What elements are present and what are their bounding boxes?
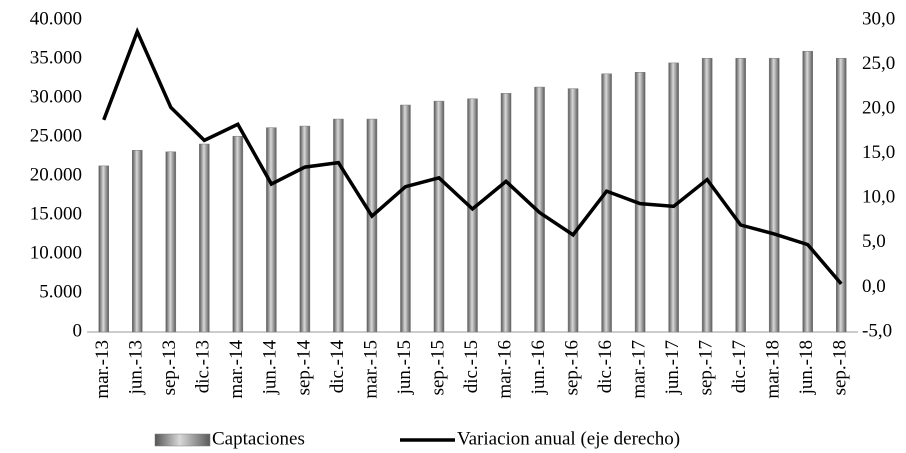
bar	[601, 73, 612, 333]
y2-tick-label: 10,0	[862, 187, 895, 208]
y2-tick-label: -5,0	[862, 320, 892, 341]
line	[102, 26, 843, 285]
x-tick-label: mar.-16	[494, 340, 515, 399]
x-tick-label: sep.-14	[293, 340, 314, 396]
y-tick-label: 0	[73, 320, 83, 341]
x-tick-label: jun.-14	[260, 340, 281, 396]
bar	[165, 151, 177, 333]
y-tick-label: 30.000	[30, 86, 82, 107]
bar	[232, 135, 244, 333]
x-tick-label: mar.-15	[360, 340, 381, 399]
x-tick-label: mar.-17	[628, 340, 649, 399]
y2-tick-label: 15,0	[862, 142, 895, 163]
bar	[433, 100, 445, 333]
bar	[400, 104, 411, 333]
x-tick-label: dic.-13	[193, 340, 214, 393]
bar	[500, 93, 512, 333]
bar	[735, 57, 746, 333]
bar	[467, 98, 478, 333]
bar	[333, 118, 344, 333]
bar	[132, 150, 143, 333]
y-tick-label: 20.000	[30, 164, 82, 185]
x-tick-label: jun.-16	[528, 340, 549, 395]
bar	[668, 62, 679, 333]
x-tick-label: sep.-15	[427, 340, 448, 395]
x-tick-label: dic.-14	[327, 340, 348, 394]
bar	[768, 57, 780, 333]
bar	[266, 127, 277, 333]
bar	[366, 118, 378, 333]
x-tick-label: mar.-18	[763, 340, 784, 399]
y-tick-label: 40.000	[30, 8, 82, 29]
y2-tick-label: 25,0	[862, 53, 895, 74]
x-tick-label: sep.-13	[159, 340, 180, 395]
y-tick-label: 10.000	[30, 242, 82, 263]
y2-tick-label: 30,0	[862, 8, 895, 29]
y2-tick-label: 5,0	[862, 231, 886, 252]
x-tick-label: dic.-16	[595, 340, 616, 393]
x-tick-label: jun.-13	[126, 340, 147, 395]
legend-label: Captaciones	[212, 428, 305, 449]
x-tick-label: dic.-17	[729, 340, 750, 393]
x-tick-label: sep.-16	[561, 340, 582, 395]
x-tick-label: mar.-14	[226, 340, 247, 399]
y2-tick-label: 0,0	[862, 276, 886, 297]
y-tick-label: 35.000	[30, 47, 82, 68]
y-tick-label: 5.000	[39, 281, 82, 302]
legend-label: Variacion anual (eje derecho)	[457, 428, 680, 449]
bar	[199, 143, 210, 333]
x-tick-label: jun.-15	[394, 340, 415, 395]
bar	[299, 125, 311, 333]
bar	[802, 50, 813, 333]
bar	[567, 88, 579, 333]
y-tick-label: 25.000	[30, 125, 82, 146]
bar	[835, 57, 847, 333]
y-tick-label: 15.000	[30, 203, 82, 224]
x-tick-label: sep.-17	[696, 340, 717, 395]
y2-tick-label: 20,0	[862, 98, 895, 119]
x-tick-label: mar.-13	[92, 340, 113, 399]
bar	[98, 165, 110, 333]
x-tick-label: jun.-18	[796, 340, 817, 395]
x-tick-label: jun.-17	[662, 340, 683, 395]
x-tick-label: dic.-15	[461, 340, 482, 393]
x-tick-label: sep.-18	[830, 340, 851, 395]
legend-swatch	[154, 433, 211, 447]
bar	[701, 57, 713, 333]
